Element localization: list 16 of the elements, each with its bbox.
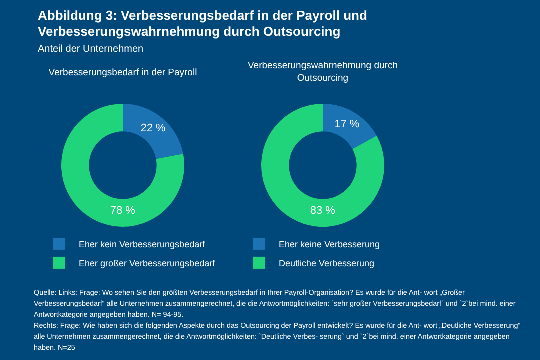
text: Anteil der Unternehmen xyxy=(38,44,144,55)
legend-label: Eher großer Verbesserungsbedarf xyxy=(79,258,216,268)
legend-label: Deutliche Verbesserung xyxy=(279,258,375,268)
text: Abbildung 3: Verbesserungsbedarf in der Payroll und Verbesserungswahrnehmung durch Outsourcing xyxy=(38,8,368,40)
donut-slice xyxy=(323,104,377,150)
legend-label: Eher keine Verbesserung xyxy=(279,239,380,250)
chart-title: Verbesserungsbedarf in der Payroll xyxy=(48,67,198,78)
data-label: 22 % xyxy=(140,122,166,135)
donut-slice xyxy=(62,104,184,227)
donut-slice xyxy=(262,104,384,227)
data-label: 83 % xyxy=(310,204,336,217)
data-label: 17 % xyxy=(334,118,360,130)
data-label: 78 % xyxy=(110,204,136,217)
legend-label: Eher kein Verbesserungsbedarf xyxy=(79,239,206,250)
donut-slice xyxy=(123,104,184,160)
chart-title: Verbesserungswahrnehmung durch Outsourcing xyxy=(248,60,398,84)
